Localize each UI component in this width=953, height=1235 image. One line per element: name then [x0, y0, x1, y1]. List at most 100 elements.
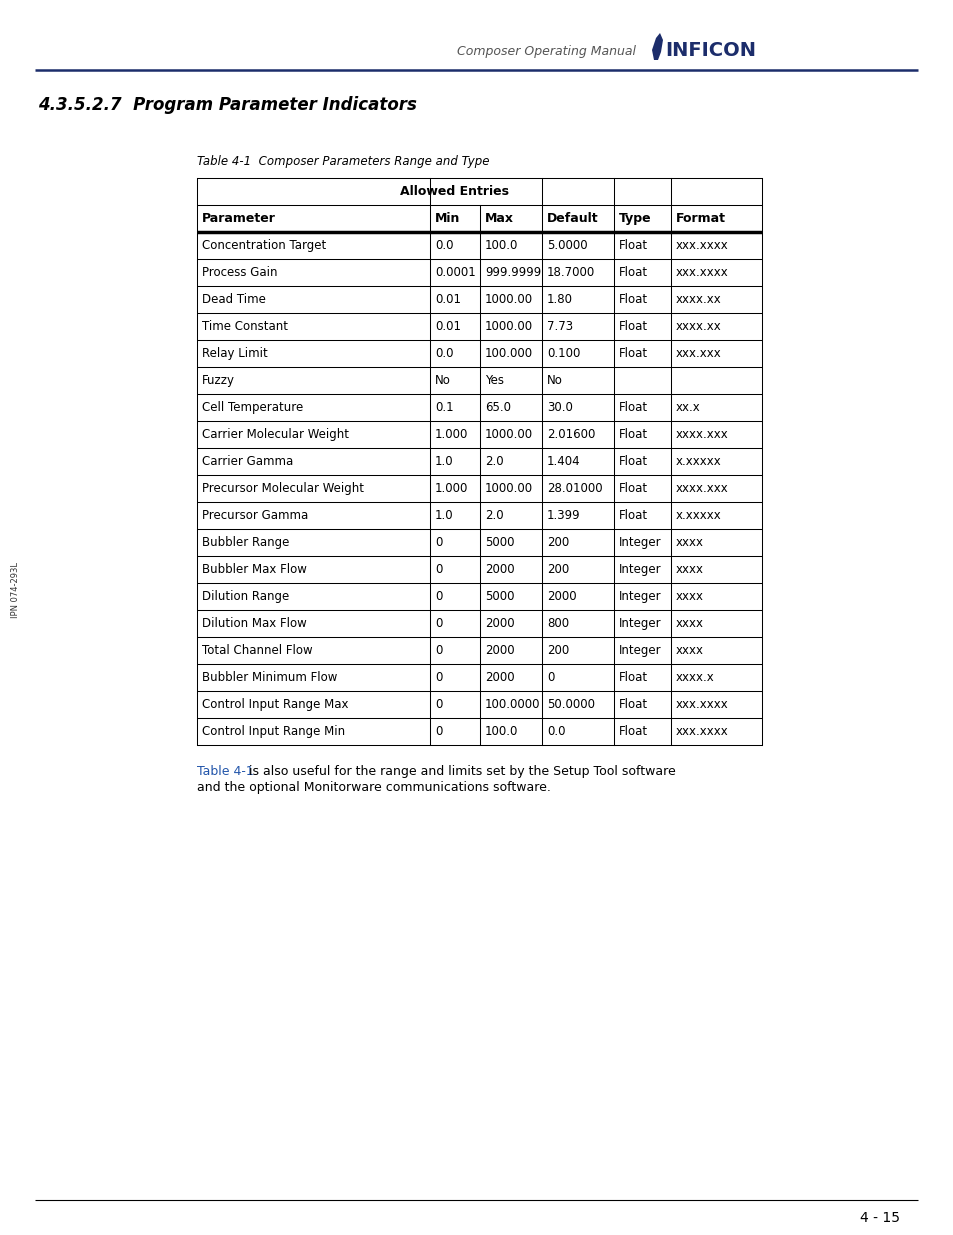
Text: 7.73: 7.73 [546, 320, 573, 333]
Text: 0.100: 0.100 [546, 347, 579, 359]
Text: 2000: 2000 [484, 671, 514, 684]
Text: Yes: Yes [484, 374, 503, 387]
Text: Float: Float [618, 671, 647, 684]
Text: 1000.00: 1000.00 [484, 482, 533, 495]
Text: 4.3.5.2.7  Program Parameter Indicators: 4.3.5.2.7 Program Parameter Indicators [38, 96, 416, 114]
Text: xxx.xxx: xxx.xxx [676, 347, 721, 359]
Text: Cell Temperature: Cell Temperature [202, 401, 303, 414]
Text: xxxx: xxxx [676, 536, 703, 550]
Text: 0.01: 0.01 [435, 320, 460, 333]
Text: 0: 0 [435, 536, 442, 550]
Text: 100.0000: 100.0000 [484, 698, 540, 711]
Text: 2000: 2000 [546, 590, 576, 603]
Text: 50.0000: 50.0000 [546, 698, 595, 711]
Text: xxxx.x: xxxx.x [676, 671, 714, 684]
Text: 800: 800 [546, 618, 569, 630]
Text: 1.399: 1.399 [546, 509, 580, 522]
Text: xxxx: xxxx [676, 643, 703, 657]
Text: No: No [435, 374, 451, 387]
Text: Composer Operating Manual: Composer Operating Manual [456, 46, 636, 58]
Text: 0.1: 0.1 [435, 401, 453, 414]
Text: Integer: Integer [618, 618, 661, 630]
Text: Bubbler Minimum Flow: Bubbler Minimum Flow [202, 671, 337, 684]
Text: xxxx: xxxx [676, 618, 703, 630]
Text: 1000.00: 1000.00 [484, 293, 533, 306]
Text: Precursor Gamma: Precursor Gamma [202, 509, 308, 522]
Text: 1000.00: 1000.00 [484, 320, 533, 333]
Text: Min: Min [435, 212, 460, 225]
Text: Bubbler Max Flow: Bubbler Max Flow [202, 563, 307, 576]
Text: 2.0: 2.0 [484, 509, 503, 522]
Text: IPN 074-293L: IPN 074-293L [11, 562, 20, 618]
Text: 1.000: 1.000 [435, 482, 468, 495]
Text: xxx.xxxx: xxx.xxxx [676, 240, 728, 252]
Text: Float: Float [618, 347, 647, 359]
Text: 2000: 2000 [484, 643, 514, 657]
Text: 0.01: 0.01 [435, 293, 460, 306]
Text: 2000: 2000 [484, 618, 514, 630]
Text: 2.01600: 2.01600 [546, 429, 595, 441]
Text: 0.0: 0.0 [435, 240, 453, 252]
Text: and the optional Monitorware communications software.: and the optional Monitorware communicati… [196, 781, 550, 794]
Text: xxx.xxxx: xxx.xxxx [676, 266, 728, 279]
Text: 30.0: 30.0 [546, 401, 572, 414]
Text: INFICON: INFICON [664, 41, 755, 59]
Text: Dilution Range: Dilution Range [202, 590, 289, 603]
Text: Table 4-1  Composer Parameters Range and Type: Table 4-1 Composer Parameters Range and … [196, 156, 489, 168]
Text: 200: 200 [546, 536, 569, 550]
Text: Float: Float [618, 266, 647, 279]
Text: x.xxxxx: x.xxxxx [676, 509, 721, 522]
Text: Process Gain: Process Gain [202, 266, 277, 279]
Text: Float: Float [618, 320, 647, 333]
Text: Float: Float [618, 725, 647, 739]
Text: Table 4-1: Table 4-1 [196, 764, 253, 778]
Text: 2000: 2000 [484, 563, 514, 576]
Text: 0: 0 [435, 725, 442, 739]
Text: xxxx: xxxx [676, 563, 703, 576]
Text: 1.000: 1.000 [435, 429, 468, 441]
Text: Float: Float [618, 454, 647, 468]
Text: 1.0: 1.0 [435, 509, 453, 522]
Text: 0: 0 [435, 643, 442, 657]
Text: 0.0: 0.0 [435, 347, 453, 359]
Text: Parameter: Parameter [202, 212, 275, 225]
Text: 1.404: 1.404 [546, 454, 580, 468]
Text: 4 - 15: 4 - 15 [859, 1212, 899, 1225]
Text: Concentration Target: Concentration Target [202, 240, 326, 252]
Text: Relay Limit: Relay Limit [202, 347, 268, 359]
Text: Float: Float [618, 509, 647, 522]
Text: 100.0: 100.0 [484, 725, 517, 739]
Text: Max: Max [484, 212, 514, 225]
Text: Total Channel Flow: Total Channel Flow [202, 643, 313, 657]
Text: 5.0000: 5.0000 [546, 240, 587, 252]
Text: Control Input Range Max: Control Input Range Max [202, 698, 348, 711]
Text: Precursor Molecular Weight: Precursor Molecular Weight [202, 482, 364, 495]
Text: 200: 200 [546, 643, 569, 657]
Text: 0: 0 [435, 671, 442, 684]
Text: xxx.xxxx: xxx.xxxx [676, 725, 728, 739]
Polygon shape [651, 33, 662, 61]
Text: Float: Float [618, 293, 647, 306]
Text: 999.9999: 999.9999 [484, 266, 540, 279]
Text: Bubbler Range: Bubbler Range [202, 536, 289, 550]
Text: Float: Float [618, 482, 647, 495]
Text: Float: Float [618, 240, 647, 252]
Text: xxxx.xxx: xxxx.xxx [676, 482, 728, 495]
Text: 0.0001: 0.0001 [435, 266, 476, 279]
Text: 28.01000: 28.01000 [546, 482, 602, 495]
Text: Integer: Integer [618, 563, 661, 576]
Text: is also useful for the range and limits set by the Setup Tool software: is also useful for the range and limits … [245, 764, 675, 778]
Text: Allowed Entries: Allowed Entries [400, 185, 509, 198]
Text: xxxx.xx: xxxx.xx [676, 293, 721, 306]
Text: 100.000: 100.000 [484, 347, 533, 359]
Text: 0: 0 [546, 671, 554, 684]
Text: x.xxxxx: x.xxxxx [676, 454, 721, 468]
Text: 65.0: 65.0 [484, 401, 511, 414]
Text: Control Input Range Min: Control Input Range Min [202, 725, 345, 739]
Text: 0: 0 [435, 618, 442, 630]
Text: xxxx: xxxx [676, 590, 703, 603]
Text: 200: 200 [546, 563, 569, 576]
Text: Integer: Integer [618, 536, 661, 550]
Text: Carrier Molecular Weight: Carrier Molecular Weight [202, 429, 349, 441]
Text: Fuzzy: Fuzzy [202, 374, 234, 387]
